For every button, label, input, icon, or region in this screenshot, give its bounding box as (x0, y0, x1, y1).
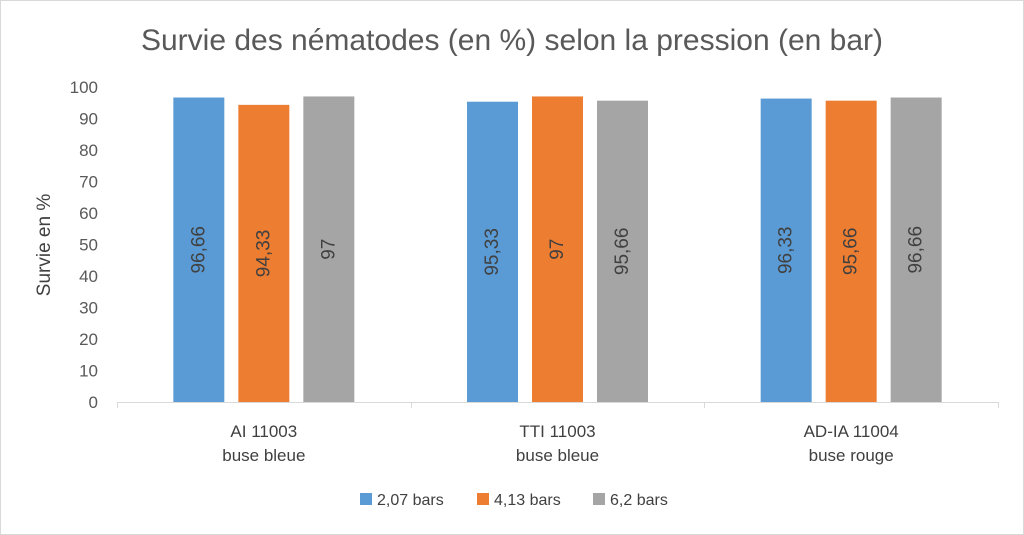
y-tick-label: 50 (79, 236, 98, 255)
legend-label: 4,13 bars (494, 492, 561, 509)
y-axis-title: Survie en % (34, 194, 55, 297)
y-tick-label: 0 (89, 393, 98, 412)
data-label: 96,33 (776, 227, 797, 275)
x-axis-labels: AI 11003 buse bleue TTI 11003 buse bleue AD-… (222, 422, 898, 465)
legend-swatch (593, 493, 605, 505)
x-category-label: buse bleue (222, 446, 305, 465)
y-tick-label: 60 (79, 204, 98, 223)
data-label: 95,66 (612, 228, 633, 276)
data-label: 97 (547, 239, 568, 260)
legend-swatch (477, 493, 489, 505)
data-label: 97 (318, 239, 339, 260)
y-axis-ticks: 0 10 20 30 40 50 60 70 80 90 100 (70, 78, 98, 412)
bar (303, 96, 355, 402)
bar (890, 97, 942, 403)
bar (173, 97, 225, 403)
y-tick-label: 100 (70, 78, 98, 97)
legend-swatch (360, 493, 372, 505)
legend: 2,07 bars 4,13 bars 6,2 bars (360, 492, 668, 509)
data-label: 95,66 (841, 228, 862, 276)
x-category-label: AD-IA 11004 (804, 422, 899, 441)
y-tick-label: 20 (79, 330, 98, 349)
y-tick-label: 80 (79, 141, 98, 160)
x-category-label: TTI 11003 (519, 422, 595, 441)
y-tick-label: 10 (79, 362, 98, 381)
bar (760, 98, 812, 403)
y-tick-label: 30 (79, 299, 98, 318)
bars (173, 96, 942, 403)
bar (532, 96, 583, 402)
data-label: 94,33 (253, 230, 274, 278)
y-tick-label: 70 (79, 173, 98, 192)
y-tick-label: 40 (79, 267, 98, 286)
x-category-label: buse rouge (809, 446, 894, 465)
y-tick-label: 90 (79, 110, 98, 129)
bar (825, 100, 877, 403)
bar (238, 104, 290, 402)
x-category-label: buse bleue (516, 446, 599, 465)
legend-label: 2,07 bars (377, 492, 444, 509)
x-axis (117, 402, 999, 408)
x-category-label: AI 11003 (230, 422, 297, 441)
data-labels: 96,66 94,33 97 95,33 97 95,66 96,33 95,66 96,66 (188, 226, 926, 277)
data-label: 95,33 (482, 228, 503, 276)
legend-label: 6,2 bars (610, 492, 668, 509)
bar (597, 100, 648, 403)
bar (467, 101, 518, 402)
data-label: 96,66 (188, 226, 209, 274)
chart-title: Survie des nématodes (en %) selon la pre… (141, 24, 883, 57)
data-label: 96,66 (906, 226, 927, 274)
